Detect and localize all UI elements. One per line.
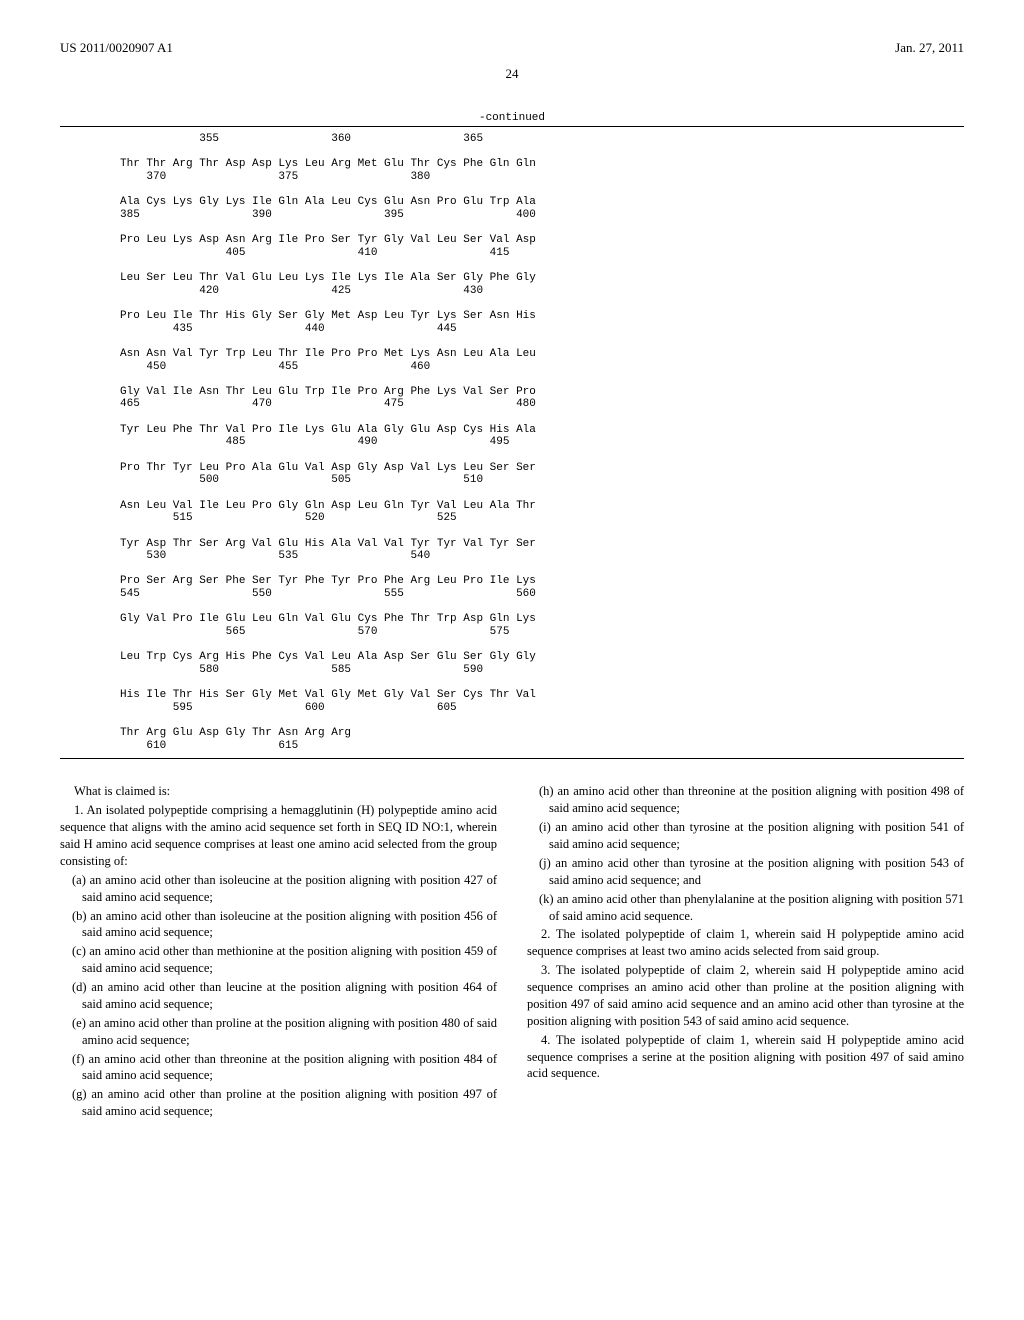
continued-label: -continued [60,112,964,124]
page-number: 24 [60,66,964,82]
claim-1i: (i) an amino acid other than tyrosine at… [527,819,964,853]
claim-3: 3. The isolated polypeptide of claim 2, … [527,962,964,1030]
claim-1b: (b) an amino acid other than isoleucine … [60,908,497,942]
sequence-container: 355 360 365 Thr Thr Arg Thr Asp Asp Lys … [60,126,964,759]
claim-1e: (e) an amino acid other than proline at … [60,1015,497,1049]
claim-1h: (h) an amino acid other than threonine a… [527,783,964,817]
publication-number: US 2011/0020907 A1 [60,40,173,56]
publication-date: Jan. 27, 2011 [895,40,964,56]
right-column: (h) an amino acid other than threonine a… [527,783,964,1122]
claim-1a: (a) an amino acid other than isoleucine … [60,872,497,906]
claim-1d: (d) an amino acid other than leucine at … [60,979,497,1013]
claim-1k: (k) an amino acid other than phenylalani… [527,891,964,925]
sequence-listing: 355 360 365 Thr Thr Arg Thr Asp Asp Lys … [120,133,964,752]
claim-1f: (f) an amino acid other than threonine a… [60,1051,497,1085]
claim-1j: (j) an amino acid other than tyrosine at… [527,855,964,889]
claim-1c: (c) an amino acid other than methionine … [60,943,497,977]
claim-4: 4. The isolated polypeptide of claim 1, … [527,1032,964,1083]
claims-columns: What is claimed is: 1. An isolated polyp… [60,783,964,1122]
page-header: US 2011/0020907 A1 Jan. 27, 2011 [60,40,964,56]
claimed-heading: What is claimed is: [60,783,497,800]
claim-1: 1. An isolated polypeptide comprising a … [60,802,497,870]
claim-2: 2. The isolated polypeptide of claim 1, … [527,926,964,960]
claim-1g: (g) an amino acid other than proline at … [60,1086,497,1120]
left-column: What is claimed is: 1. An isolated polyp… [60,783,497,1122]
